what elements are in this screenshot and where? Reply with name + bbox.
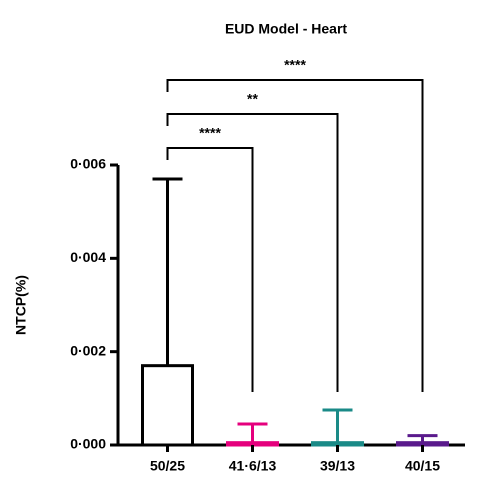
significance-bracket	[166, 147, 254, 392]
x-tick-label: 40/15	[405, 458, 440, 474]
y-tick-label: 0·006	[70, 156, 106, 172]
chart-title: EUD Model - Heart	[225, 21, 347, 37]
x-tick-label: 39/13	[320, 458, 355, 474]
y-axis-label: NTCP(%)	[13, 275, 29, 335]
significance-bracket	[166, 113, 339, 392]
bar	[311, 441, 364, 447]
y-tick-label: 0·002	[70, 342, 106, 358]
bar	[226, 441, 279, 447]
significance-label: ****	[284, 57, 306, 73]
significance-bracket	[166, 79, 424, 392]
bar	[396, 441, 449, 447]
y-tick-label: 0·004	[70, 249, 106, 265]
significance-label: ****	[199, 125, 221, 141]
x-tick-label: 50/25	[150, 458, 185, 474]
bar	[141, 364, 194, 447]
x-tick-label: 41·6/13	[229, 458, 277, 474]
y-tick-label: 0·000	[70, 436, 106, 452]
significance-label: **	[247, 91, 258, 107]
